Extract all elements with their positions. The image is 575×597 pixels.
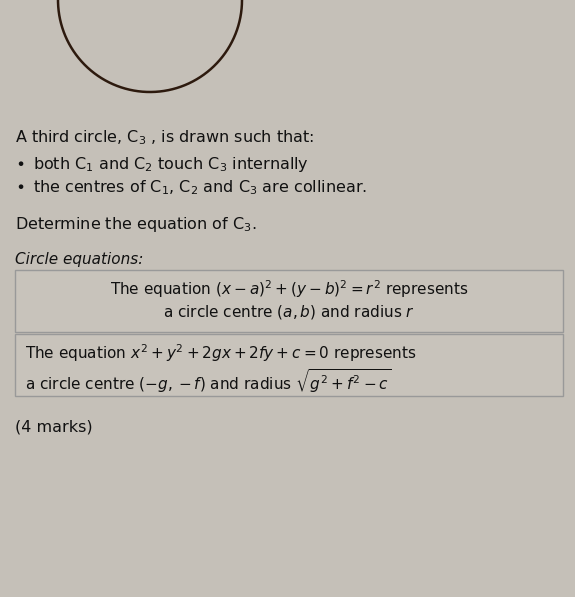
Text: a circle centre $(-g,-f)$ and radius $\sqrt{g^2+f^2-c}$: a circle centre $(-g,-f)$ and radius $\s… [25, 367, 391, 395]
Text: Circle equations:: Circle equations: [15, 252, 143, 267]
Text: A third circle, C$_3$ , is drawn such that:: A third circle, C$_3$ , is drawn such th… [15, 128, 314, 147]
Text: (4 marks): (4 marks) [15, 420, 93, 435]
Text: The equation $(x-a)^2+(y-b)^2=r^2$ represents: The equation $(x-a)^2+(y-b)^2=r^2$ repre… [110, 278, 468, 300]
FancyBboxPatch shape [15, 334, 563, 396]
FancyBboxPatch shape [15, 270, 563, 332]
Text: a circle centre $(a,b)$ and radius $r$: a circle centre $(a,b)$ and radius $r$ [163, 303, 415, 321]
Text: $\bullet$: $\bullet$ [15, 155, 24, 170]
Text: both C$_1$ and C$_2$ touch C$_3$ internally: both C$_1$ and C$_2$ touch C$_3$ interna… [33, 155, 309, 174]
Text: the centres of C$_1$, C$_2$ and C$_3$ are collinear.: the centres of C$_1$, C$_2$ and C$_3$ ar… [33, 178, 367, 196]
Text: $\bullet$: $\bullet$ [15, 178, 24, 193]
Text: Determine the equation of C$_3$.: Determine the equation of C$_3$. [15, 215, 257, 234]
Text: The equation $x^2+y^2+2gx+2fy+c=0$ represents: The equation $x^2+y^2+2gx+2fy+c=0$ repre… [25, 342, 416, 364]
